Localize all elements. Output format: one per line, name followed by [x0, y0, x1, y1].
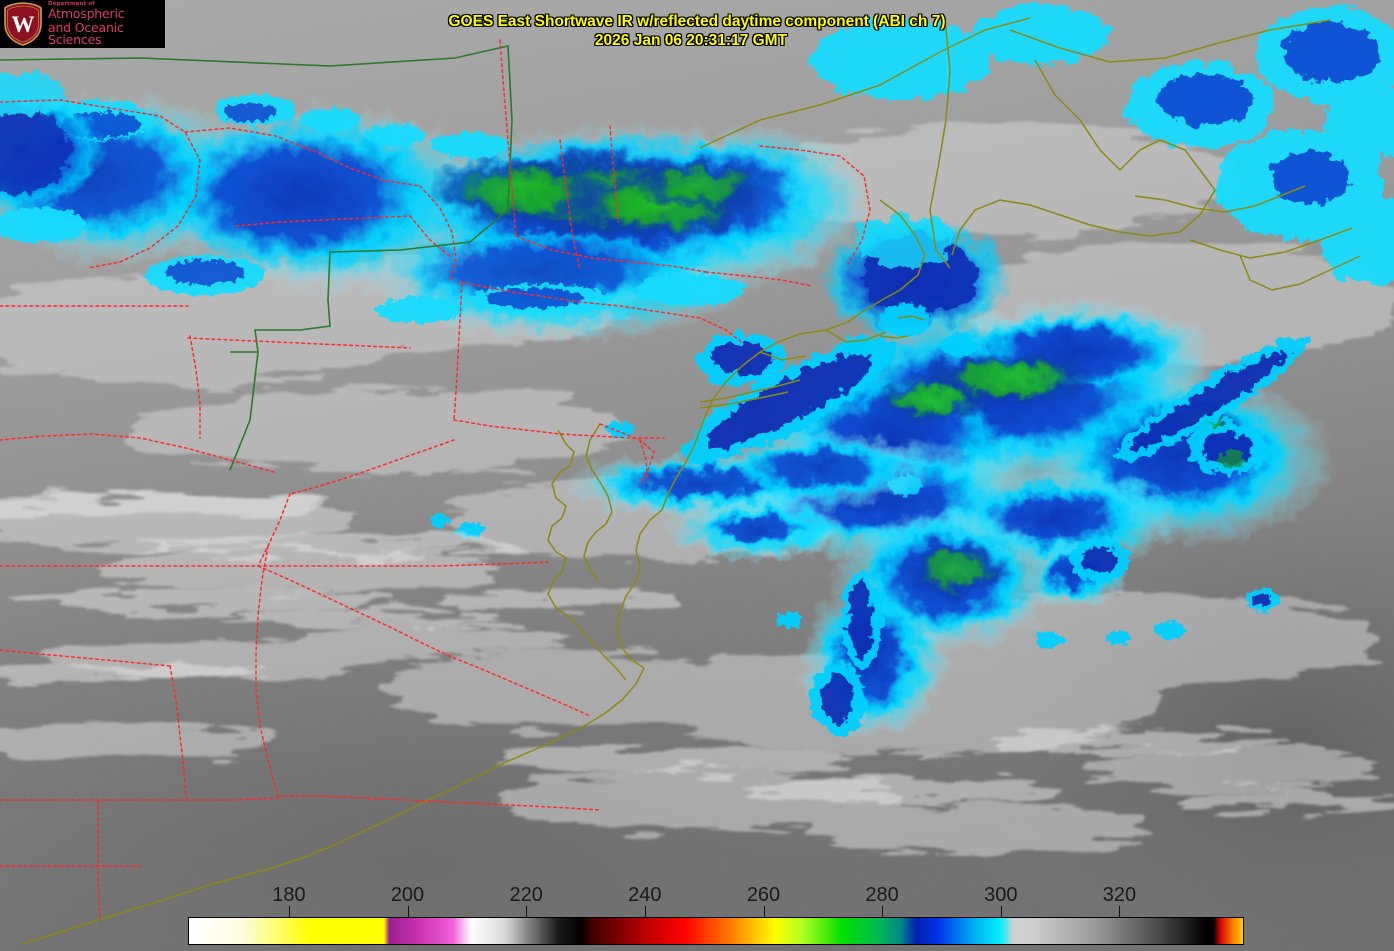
svg-text:W: W	[12, 12, 35, 37]
colorbar-label-180: 180	[272, 884, 306, 906]
colorbar-tick-220	[526, 906, 528, 917]
colorbar-tick-300	[1000, 906, 1002, 917]
colorbar-label-260: 260	[746, 884, 781, 906]
colorbar-tick-260	[763, 906, 765, 917]
colorbar-label-320: 320	[1102, 884, 1137, 906]
country-border-overlay	[0, 45, 513, 471]
colorbar-tick-labels: 180 200 220 240 260 280 300 320	[0, 884, 1394, 910]
colorbar-gradient	[189, 918, 1243, 944]
colorbar-tick-280	[882, 906, 884, 917]
coastline-overlay	[21, 17, 1361, 945]
state-border-overlay	[0, 39, 871, 921]
logo-line-1: Atmospheric	[48, 6, 125, 21]
colorbar-tick-180	[288, 906, 290, 917]
colorbar	[188, 917, 1244, 945]
colorbar-label-280: 280	[865, 884, 899, 906]
colorbar-tick-320	[1119, 906, 1121, 917]
colorbar-tick-240	[644, 906, 646, 917]
colorbar-label-200: 200	[390, 884, 425, 906]
uw-aos-logo: W Department of Atmospheric and Oceanic …	[0, 0, 165, 48]
colorbar-label-240: 240	[628, 884, 662, 906]
colorbar-frame	[188, 917, 1244, 945]
logo-line-2: and Oceanic Sciences	[48, 19, 124, 47]
uw-crest-icon: W	[3, 2, 43, 46]
colorbar-label-220: 220	[509, 884, 543, 906]
colorbar-label-300: 300	[984, 884, 1018, 906]
logo-department-label: Department of	[48, 0, 95, 7]
colorbar-tick-200	[407, 906, 409, 917]
colorbar-ticks	[188, 906, 1244, 917]
